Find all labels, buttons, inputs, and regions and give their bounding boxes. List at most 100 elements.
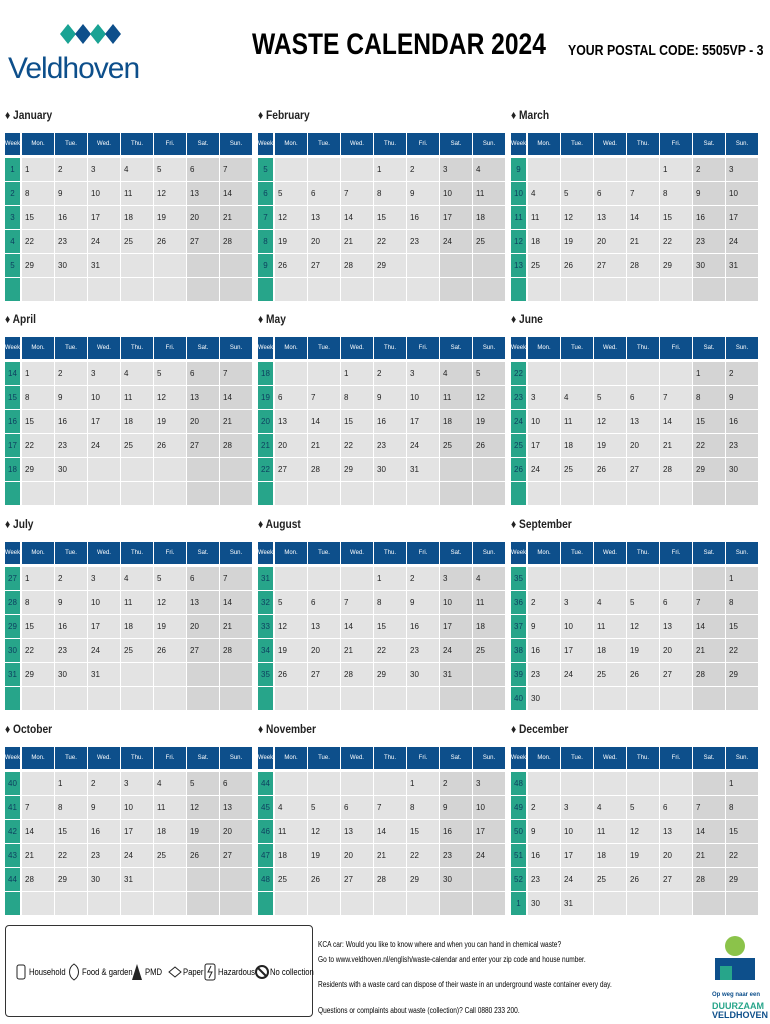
- footer-logo-text: DUURZAAM: [712, 1001, 764, 1011]
- day-cell: 25: [121, 639, 153, 662]
- day-header: Week: [5, 133, 20, 155]
- day-cell: 28: [220, 639, 252, 662]
- day-cell: [88, 458, 120, 481]
- day-cell: 11: [528, 206, 560, 229]
- day-cell: 29: [341, 458, 373, 481]
- day-cell: 17: [121, 820, 153, 843]
- day-cell: 1: [660, 158, 692, 181]
- legend-label: Hazardous: [218, 967, 256, 977]
- day-cell: [154, 458, 186, 481]
- week-number: 35: [258, 663, 273, 686]
- day-header: Tue.: [561, 747, 593, 769]
- month-name: ♦ February: [258, 108, 310, 122]
- week-number: 31: [258, 567, 273, 590]
- day-cell: 28: [22, 868, 54, 891]
- week-number: 44: [5, 868, 20, 891]
- day-cell: [528, 772, 560, 795]
- day-cell: 27: [187, 230, 219, 253]
- day-cell: 4: [594, 591, 626, 614]
- day-cell: 21: [22, 844, 54, 867]
- day-header: Sun.: [220, 337, 252, 359]
- day-cell: [473, 868, 505, 891]
- day-cell: [660, 687, 692, 710]
- day-cell: 13: [341, 820, 373, 843]
- day-header: Week: [511, 133, 526, 155]
- day-cell: 7: [220, 158, 252, 181]
- day-cell: 1: [22, 567, 54, 590]
- info-text: KCA car: Would you like to know where an…: [318, 940, 562, 949]
- day-cell: 2: [55, 362, 87, 385]
- day-cell: 3: [528, 386, 560, 409]
- day-cell: 12: [154, 591, 186, 614]
- day-header: Mon.: [528, 133, 560, 155]
- day-cell: [594, 892, 626, 915]
- day-cell: [660, 482, 692, 505]
- day-cell: 25: [121, 434, 153, 457]
- day-cell: [660, 892, 692, 915]
- day-cell: 4: [121, 567, 153, 590]
- week-number: 31: [5, 663, 20, 686]
- day-cell: 4: [594, 796, 626, 819]
- day-cell: 21: [341, 230, 373, 253]
- day-cell: 29: [726, 663, 758, 686]
- day-header: Sat.: [693, 747, 725, 769]
- day-cell: 2: [55, 567, 87, 590]
- day-cell: 9: [528, 615, 560, 638]
- day-cell: 31: [88, 663, 120, 686]
- logo-text: Veldhoven: [8, 52, 140, 85]
- day-cell: 19: [275, 639, 307, 662]
- day-header: Thu.: [121, 337, 153, 359]
- day-cell: [275, 687, 307, 710]
- day-cell: 17: [561, 639, 593, 662]
- day-cell: 26: [275, 254, 307, 277]
- day-cell: 3: [88, 158, 120, 181]
- day-cell: 19: [627, 639, 659, 662]
- day-header: Fri.: [154, 747, 186, 769]
- info-text: Questions or complaints about waste (col…: [318, 1006, 520, 1015]
- day-header: Mon.: [528, 337, 560, 359]
- day-cell: [154, 663, 186, 686]
- day-cell: 4: [528, 182, 560, 205]
- day-cell: [55, 892, 87, 915]
- day-cell: 11: [473, 182, 505, 205]
- day-cell: 19: [154, 615, 186, 638]
- day-cell: 2: [693, 158, 725, 181]
- week-number: 41: [5, 796, 20, 819]
- day-cell: [407, 278, 439, 301]
- week-number: 38: [511, 639, 526, 662]
- day-cell: 23: [55, 639, 87, 662]
- legend-icon: [132, 964, 142, 980]
- day-header: Tue.: [308, 133, 340, 155]
- day-cell: 22: [374, 230, 406, 253]
- month-name-text: December: [519, 722, 569, 736]
- day-header: Fri.: [407, 747, 439, 769]
- day-cell: 18: [528, 230, 560, 253]
- day-cell: 15: [726, 615, 758, 638]
- day-header: Wed.: [341, 337, 373, 359]
- day-cell: 5: [308, 796, 340, 819]
- day-cell: 22: [726, 639, 758, 662]
- week-number: 32: [258, 591, 273, 614]
- day-cell: 15: [55, 820, 87, 843]
- day-cell: 23: [55, 230, 87, 253]
- day-cell: 30: [374, 458, 406, 481]
- day-cell: [440, 892, 472, 915]
- day-cell: 13: [308, 206, 340, 229]
- day-cell: 21: [220, 206, 252, 229]
- month-name-text: November: [266, 722, 316, 736]
- day-cell: 7: [374, 796, 406, 819]
- day-cell: [187, 868, 219, 891]
- day-cell: 6: [187, 362, 219, 385]
- day-cell: 24: [88, 639, 120, 662]
- day-cell: 1: [693, 362, 725, 385]
- week-number: 1: [5, 158, 20, 181]
- day-cell: [341, 687, 373, 710]
- day-header: Fri.: [407, 133, 439, 155]
- day-cell: [308, 158, 340, 181]
- day-cell: [473, 278, 505, 301]
- week-number: 4: [5, 230, 20, 253]
- day-cell: 3: [440, 158, 472, 181]
- day-cell: [275, 892, 307, 915]
- day-cell: [88, 482, 120, 505]
